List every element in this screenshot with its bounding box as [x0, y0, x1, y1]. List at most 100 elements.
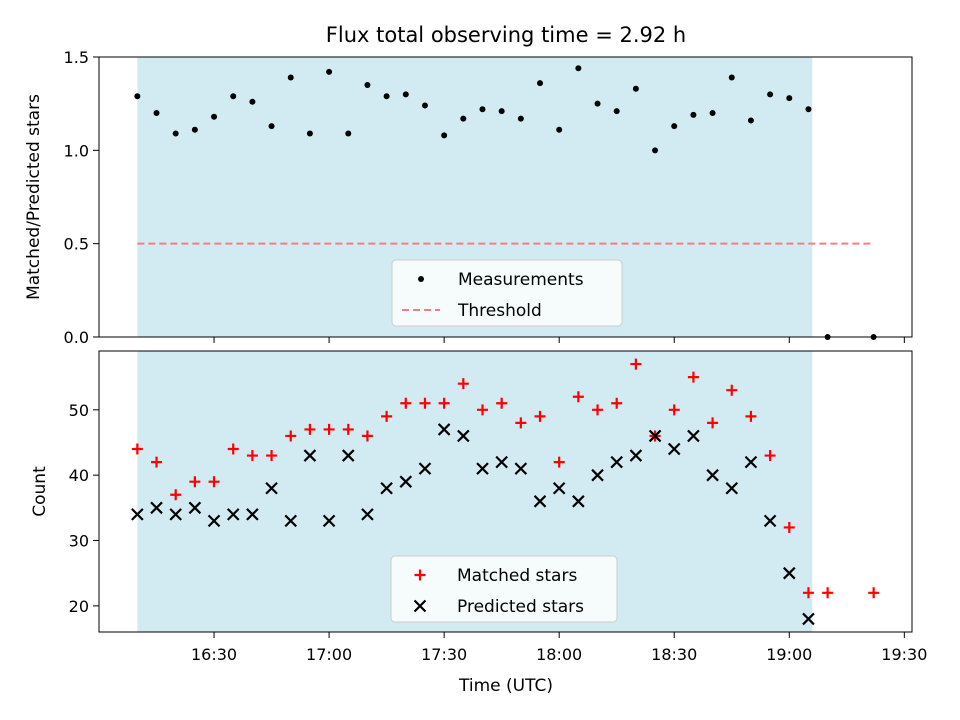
data-point — [418, 462, 432, 475]
legend-swatch — [418, 276, 424, 282]
bottom-panel: 20 30 40 50 16:30 17:00 17:30 18:00 18:30 19:00 19… — [30, 350, 927, 664]
data-point — [496, 397, 508, 409]
data-point — [189, 476, 201, 488]
data-point — [342, 423, 354, 435]
data-point — [802, 587, 814, 599]
series-predicted-stars — [131, 423, 815, 626]
legend-label: Predicted stars — [457, 597, 584, 617]
data-point — [246, 450, 258, 462]
legend-box — [390, 555, 618, 623]
data-point — [285, 430, 297, 442]
legend-label: Matched stars — [457, 566, 577, 586]
data-point — [592, 404, 604, 416]
data-point — [726, 384, 738, 396]
data-point — [287, 74, 294, 81]
data-point — [728, 74, 735, 81]
data-point — [667, 442, 681, 456]
data-point — [868, 587, 880, 599]
data-point — [687, 371, 699, 383]
data-point — [438, 397, 450, 409]
data-point — [747, 117, 754, 124]
data-point — [706, 468, 719, 482]
y-tick-label: 0.0 — [64, 328, 89, 347]
data-point — [476, 462, 489, 475]
axes-frame — [98, 350, 913, 633]
data-point — [517, 115, 524, 122]
data-point — [170, 489, 182, 501]
data-point — [786, 95, 793, 102]
data-point — [553, 456, 565, 468]
data-point — [610, 455, 623, 469]
data-point — [479, 106, 486, 113]
data-point — [134, 93, 141, 100]
data-point — [668, 404, 680, 416]
data-point — [648, 429, 662, 443]
data-point — [227, 443, 239, 455]
figure-title: Flux total observing time = 2.92 h — [326, 23, 686, 47]
x-tick-label: 17:30 — [421, 645, 467, 664]
data-point — [495, 455, 508, 469]
x-tick-label: 19:30 — [881, 645, 927, 664]
series-matched-stars — [131, 358, 880, 599]
data-point — [131, 508, 144, 521]
data-point — [151, 456, 163, 468]
data-point — [284, 514, 298, 528]
data-point — [744, 455, 758, 469]
data-point — [709, 110, 716, 116]
legend-label: Measurements — [458, 270, 584, 290]
y-tick-label: 20 — [69, 597, 89, 616]
data-point — [441, 132, 448, 139]
legend-swatch — [413, 599, 427, 613]
data-point — [399, 475, 413, 488]
data-point — [707, 417, 719, 429]
data-point — [383, 93, 390, 100]
y-axis-label: Count — [30, 466, 50, 517]
data-point — [226, 508, 240, 521]
data-point — [671, 123, 678, 130]
data-point — [364, 82, 371, 88]
data-point — [611, 397, 623, 409]
x-axis-label: Time (UTC) — [458, 676, 553, 696]
data-point — [783, 566, 796, 580]
data-point — [457, 378, 469, 390]
data-point — [652, 147, 659, 154]
data-point — [764, 450, 776, 462]
data-point — [552, 481, 566, 495]
data-point — [767, 91, 774, 98]
data-point — [249, 98, 256, 105]
data-point — [613, 108, 620, 115]
data-point — [304, 423, 316, 435]
x-tick-label: 16:30 — [191, 645, 237, 664]
data-point — [630, 358, 642, 370]
data-point — [207, 514, 221, 528]
data-point — [188, 501, 202, 515]
y-axis-label: Matched/Predicted stars — [24, 94, 44, 300]
data-point — [515, 417, 527, 429]
data-point — [591, 468, 604, 482]
y-tick-label: 40 — [69, 466, 89, 485]
legend: Matched stars Predicted stars — [390, 555, 618, 623]
top-panel: 0.0 0.5 1.0 1.5 Matched/Predicted stars Measu… — [24, 48, 913, 347]
data-point — [230, 93, 237, 100]
data-point — [498, 108, 505, 115]
data-point — [572, 391, 584, 403]
data-point — [131, 443, 143, 455]
data-point — [400, 397, 412, 409]
data-point — [246, 508, 259, 521]
data-point — [322, 514, 336, 528]
axes-frame — [98, 56, 913, 338]
data-point — [514, 462, 528, 475]
data-point — [169, 508, 182, 521]
legend-box — [391, 259, 623, 327]
data-point — [533, 495, 547, 508]
data-point — [208, 476, 220, 488]
data-point — [632, 85, 639, 92]
data-point — [783, 521, 795, 533]
data-point — [763, 514, 777, 528]
data-point — [341, 449, 355, 462]
y-tick-label: 0.5 — [64, 235, 89, 254]
data-point — [822, 587, 834, 599]
legend: Measurements Threshold — [391, 259, 623, 327]
data-point — [805, 106, 812, 113]
